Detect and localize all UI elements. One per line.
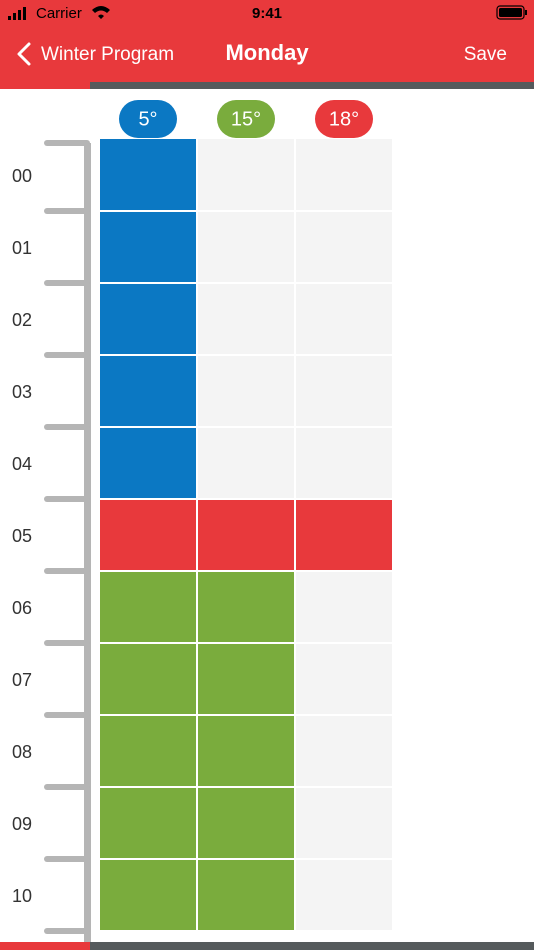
ruler-tick (44, 280, 90, 286)
ruler-tick (44, 496, 90, 502)
schedule-cell (296, 500, 392, 570)
wifi-icon (92, 6, 110, 19)
schedule-cell (198, 644, 294, 714)
temperature-pill[interactable] (315, 100, 373, 138)
clock: 9:41 (252, 5, 282, 22)
schedule-cell (198, 572, 294, 642)
schedule-grid: 5° 15° 18° 00 01 02 03 04 05 06 07 08 09 10 (12, 100, 392, 934)
save-button[interactable]: Save (464, 44, 507, 65)
hour-label: 02 (12, 310, 32, 330)
schedule-cell (198, 284, 294, 354)
schedule-cell (198, 500, 294, 570)
progress-fill (0, 82, 90, 89)
schedule-cell (100, 428, 196, 498)
ruler-tick (44, 140, 90, 146)
temperature-label[interactable]: 15° (231, 108, 261, 130)
schedule-cell (100, 644, 196, 714)
schedule-cell (296, 644, 392, 714)
schedule-cell (296, 284, 392, 354)
schedule-cell (296, 788, 392, 858)
ruler-tick (44, 928, 90, 934)
hour-label: 03 (12, 382, 32, 402)
schedule-cell (100, 500, 196, 570)
signal-icon (8, 7, 26, 20)
schedule-cell (198, 860, 294, 930)
back-button[interactable]: Winter Program (41, 44, 174, 65)
schedule-cell (296, 860, 392, 930)
schedule-cell (296, 356, 392, 426)
battery-icon (496, 5, 527, 20)
hour-label: 09 (12, 814, 32, 834)
temperature-pill[interactable] (217, 100, 275, 138)
schedule-cell (198, 212, 294, 282)
schedule-cell (198, 139, 294, 210)
schedule-cell (296, 139, 392, 210)
schedule-cell (296, 572, 392, 642)
schedule-cell (198, 788, 294, 858)
hour-label: 05 (12, 526, 32, 546)
ruler-tick (44, 352, 90, 358)
schedule-cell (198, 428, 294, 498)
ruler-tick (44, 784, 90, 790)
schedule-cell (296, 428, 392, 498)
schedule-cell (296, 212, 392, 282)
bottom-track (90, 942, 534, 950)
schedule-cell (296, 716, 392, 786)
hour-label: 04 (12, 454, 32, 474)
hour-label: 01 (12, 238, 32, 258)
schedule-cell (100, 572, 196, 642)
progress-track (90, 82, 534, 89)
ruler-tick (44, 856, 90, 862)
hour-label: 08 (12, 742, 32, 762)
temperature-label[interactable]: 18° (329, 108, 359, 130)
hour-label: 06 (12, 598, 32, 618)
hour-label: 00 (12, 166, 32, 186)
ruler-tick (44, 712, 90, 718)
bottom-fill (0, 942, 90, 950)
schedule-cell (100, 860, 196, 930)
schedule-cell (100, 139, 196, 210)
nav-title: Monday (225, 40, 309, 65)
schedule-cell (100, 788, 196, 858)
hour-label: 07 (12, 670, 32, 690)
back-chevron[interactable] (17, 42, 31, 66)
temperature-label[interactable]: 5° (138, 108, 157, 130)
schedule-cell (198, 716, 294, 786)
ruler-tick (44, 640, 90, 646)
schedule-cell (100, 284, 196, 354)
header-bg (0, 0, 534, 82)
schedule-cell (198, 356, 294, 426)
ruler-tick (44, 208, 90, 214)
schedule-cell (100, 356, 196, 426)
temperature-pill[interactable] (119, 100, 177, 138)
schedule-cell (100, 212, 196, 282)
ruler-tick (44, 568, 90, 574)
carrier: Carrier (36, 5, 82, 22)
ruler-tick (44, 424, 90, 430)
ruler (84, 143, 91, 943)
hour-label: 10 (12, 886, 32, 906)
schedule-cell (100, 716, 196, 786)
